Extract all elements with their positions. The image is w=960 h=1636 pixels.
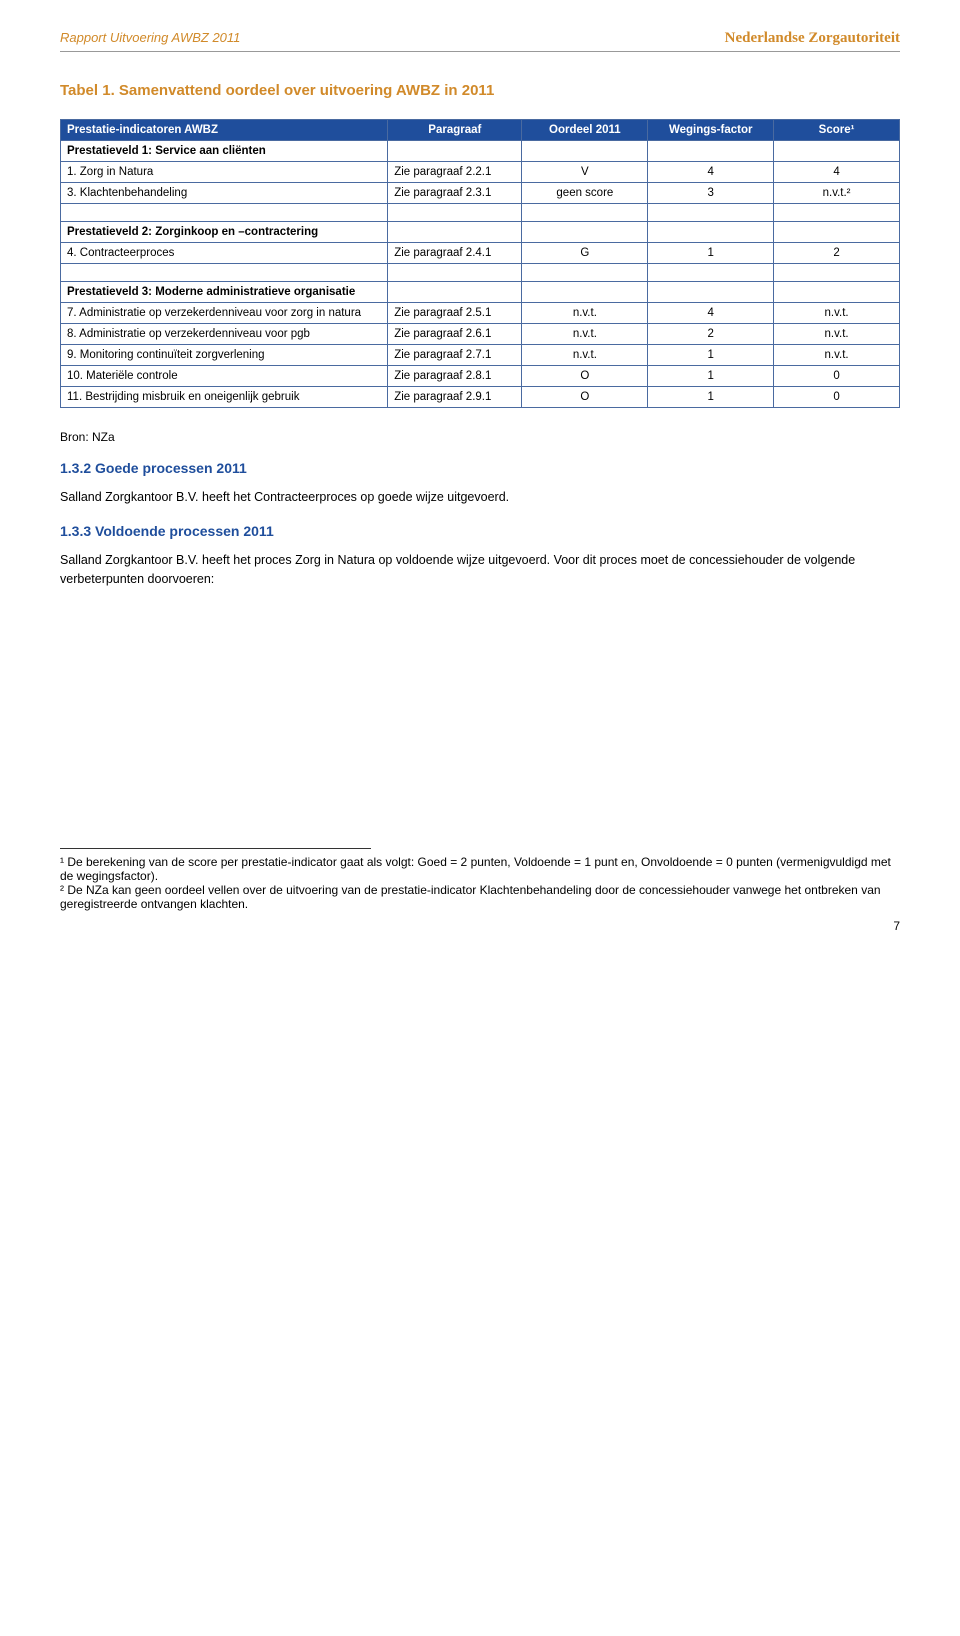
cell-weging: 2 bbox=[648, 324, 774, 345]
cell-para: Zie paragraaf 2.5.1 bbox=[388, 303, 522, 324]
cell-oordeel: O bbox=[522, 366, 648, 387]
cell-label: 9. Monitoring continuïteit zorgverlening bbox=[61, 345, 388, 366]
spacer-row bbox=[61, 264, 900, 282]
cell-weging: 4 bbox=[648, 162, 774, 183]
cell-label: 1. Zorg in Natura bbox=[61, 162, 388, 183]
cell-label: 8. Administratie op verzekerdenniveau vo… bbox=[61, 324, 388, 345]
table-row: 3. Klachtenbehandeling Zie paragraaf 2.3… bbox=[61, 183, 900, 204]
cell-para: Zie paragraaf 2.6.1 bbox=[388, 324, 522, 345]
cell-para: Zie paragraaf 2.4.1 bbox=[388, 243, 522, 264]
cell-para: Zie paragraaf 2.3.1 bbox=[388, 183, 522, 204]
cell-para: Zie paragraaf 2.2.1 bbox=[388, 162, 522, 183]
section-row: Prestatieveld 3: Moderne administratieve… bbox=[61, 282, 900, 303]
cell-oordeel: O bbox=[522, 387, 648, 408]
section-header: Prestatieveld 1: Service aan cliënten bbox=[61, 141, 388, 162]
cell-weging: 1 bbox=[648, 243, 774, 264]
page-number: 7 bbox=[60, 919, 900, 933]
heading-133: 1.3.3 Voldoende processen 2011 bbox=[60, 523, 900, 539]
col-header-oordeel: Oordeel 2011 bbox=[522, 120, 648, 141]
cell-para: Zie paragraaf 2.7.1 bbox=[388, 345, 522, 366]
cell-weging: 1 bbox=[648, 387, 774, 408]
doc-title-left: Rapport Uitvoering AWBZ 2011 bbox=[60, 30, 240, 45]
table-row: 1. Zorg in Natura Zie paragraaf 2.2.1 V … bbox=[61, 162, 900, 183]
table-source: Bron: NZa bbox=[60, 430, 900, 444]
col-header-weging: Wegings-factor bbox=[648, 120, 774, 141]
cell-oordeel: G bbox=[522, 243, 648, 264]
cell-label: 4. Contracteerproces bbox=[61, 243, 388, 264]
cell-score: 4 bbox=[774, 162, 900, 183]
cell-score: 0 bbox=[774, 387, 900, 408]
table-row: 8. Administratie op verzekerdenniveau vo… bbox=[61, 324, 900, 345]
table-row: 7. Administratie op verzekerdenniveau vo… bbox=[61, 303, 900, 324]
cell-score: 2 bbox=[774, 243, 900, 264]
cell-oordeel: n.v.t. bbox=[522, 303, 648, 324]
cell-para: Zie paragraaf 2.8.1 bbox=[388, 366, 522, 387]
cell-score: n.v.t. bbox=[774, 303, 900, 324]
cell-weging: 3 bbox=[648, 183, 774, 204]
heading-132: 1.3.2 Goede processen 2011 bbox=[60, 460, 900, 476]
table-header-row: Prestatie-indicatoren AWBZ Paragraaf Oor… bbox=[61, 120, 900, 141]
col-header-paragraph: Paragraaf bbox=[388, 120, 522, 141]
section-row: Prestatieveld 2: Zorginkoop en –contract… bbox=[61, 222, 900, 243]
col-header-score: Score¹ bbox=[774, 120, 900, 141]
cell-label: 10. Materiële controle bbox=[61, 366, 388, 387]
footnotes-rule bbox=[60, 848, 371, 855]
table-row: 4. Contracteerproces Zie paragraaf 2.4.1… bbox=[61, 243, 900, 264]
footnotes: ¹ De berekening van de score per prestat… bbox=[60, 855, 900, 911]
cell-label: 3. Klachtenbehandeling bbox=[61, 183, 388, 204]
cell-weging: 1 bbox=[648, 366, 774, 387]
section-header: Prestatieveld 2: Zorginkoop en –contract… bbox=[61, 222, 388, 243]
cell-score: n.v.t.² bbox=[774, 183, 900, 204]
cell-label: 7. Administratie op verzekerdenniveau vo… bbox=[61, 303, 388, 324]
cell-oordeel: geen score bbox=[522, 183, 648, 204]
section-header: Prestatieveld 3: Moderne administratieve… bbox=[61, 282, 388, 303]
col-header-indicator: Prestatie-indicatoren AWBZ bbox=[61, 120, 388, 141]
summary-table: Prestatie-indicatoren AWBZ Paragraaf Oor… bbox=[60, 119, 900, 408]
cell-score: n.v.t. bbox=[774, 345, 900, 366]
table-row: 9. Monitoring continuïteit zorgverlening… bbox=[61, 345, 900, 366]
cell-score: 0 bbox=[774, 366, 900, 387]
footnote-1: ¹ De berekening van de score per prestat… bbox=[60, 855, 900, 883]
org-name-right: Nederlandse Zorgautoriteit bbox=[725, 30, 900, 47]
cell-score: n.v.t. bbox=[774, 324, 900, 345]
spacer-row bbox=[61, 204, 900, 222]
cell-label: 11. Bestrijding misbruik en oneigenlijk … bbox=[61, 387, 388, 408]
body-133: Salland Zorgkantoor B.V. heeft het proce… bbox=[60, 551, 900, 589]
table-title: Tabel 1. Samenvattend oordeel over uitvo… bbox=[60, 82, 900, 99]
cell-oordeel: n.v.t. bbox=[522, 345, 648, 366]
body-132: Salland Zorgkantoor B.V. heeft het Contr… bbox=[60, 488, 900, 507]
cell-weging: 4 bbox=[648, 303, 774, 324]
footnote-2: ² De NZa kan geen oordeel vellen over de… bbox=[60, 883, 900, 911]
section-row: Prestatieveld 1: Service aan cliënten bbox=[61, 141, 900, 162]
cell-para: Zie paragraaf 2.9.1 bbox=[388, 387, 522, 408]
cell-oordeel: n.v.t. bbox=[522, 324, 648, 345]
page-header: Rapport Uitvoering AWBZ 2011 Nederlandse… bbox=[60, 30, 900, 52]
table-row: 11. Bestrijding misbruik en oneigenlijk … bbox=[61, 387, 900, 408]
cell-weging: 1 bbox=[648, 345, 774, 366]
cell-oordeel: V bbox=[522, 162, 648, 183]
table-row: 10. Materiële controle Zie paragraaf 2.8… bbox=[61, 366, 900, 387]
